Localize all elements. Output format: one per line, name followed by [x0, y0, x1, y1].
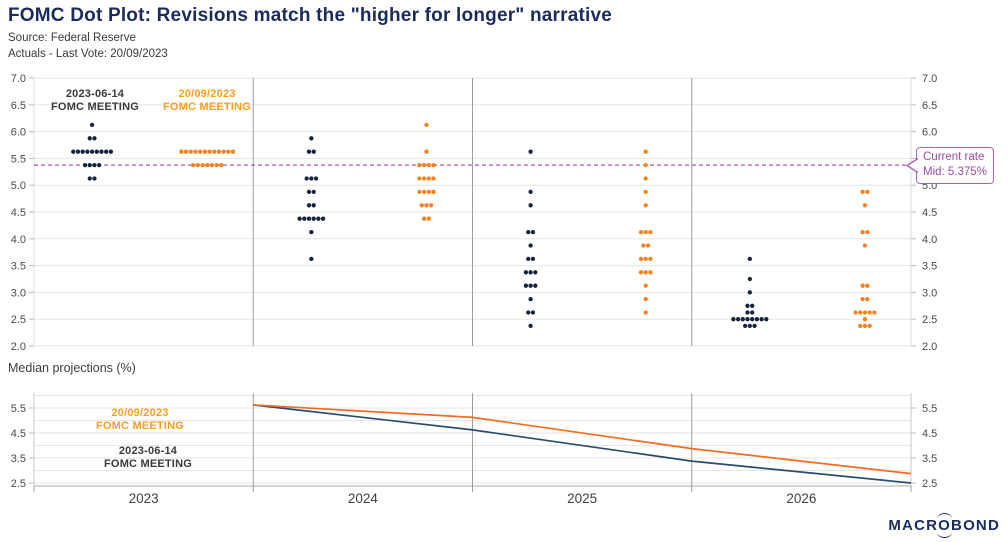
svg-text:2.5: 2.5 [11, 314, 26, 326]
svg-text:4.0: 4.0 [922, 234, 937, 246]
svg-text:4.5: 4.5 [11, 207, 26, 219]
svg-text:2026: 2026 [786, 491, 816, 506]
svg-text:5.5: 5.5 [922, 403, 937, 415]
current-rate-label: Current rate [923, 151, 985, 163]
svg-text:2025: 2025 [567, 491, 597, 506]
macrobond-logo: MACROBOND [888, 513, 1000, 538]
legend-sept-meeting: 20/09/2023 FOMC MEETING [96, 407, 184, 432]
annotation-sept-meeting: 20/09/2023 FOMC MEETING [163, 88, 251, 113]
svg-text:7.0: 7.0 [922, 73, 937, 85]
svg-text:5.5: 5.5 [11, 403, 26, 415]
svg-text:5.5: 5.5 [11, 153, 26, 165]
svg-text:6.5: 6.5 [11, 100, 26, 112]
svg-text:3.0: 3.0 [922, 287, 937, 299]
chart-source-block: Source: Federal Reserve Actuals - Last V… [8, 31, 168, 62]
svg-text:4.5: 4.5 [922, 207, 937, 219]
svg-text:5.0: 5.0 [11, 180, 26, 192]
svg-text:2023: 2023 [129, 491, 159, 506]
svg-text:3.5: 3.5 [11, 453, 26, 465]
svg-text:6.5: 6.5 [922, 100, 937, 112]
svg-text:3.5: 3.5 [922, 261, 937, 273]
svg-text:7.0: 7.0 [11, 73, 26, 85]
legend-june-meeting: 2023-06-14 FOMC MEETING [104, 445, 192, 470]
annotation-june-meeting: 2023-06-14 FOMC MEETING [51, 88, 139, 113]
svg-text:2.5: 2.5 [11, 478, 26, 490]
actuals-line: Actuals - Last Vote: 20/09/2023 [8, 47, 168, 60]
source-line: Source: Federal Reserve [8, 32, 136, 44]
svg-text:2.5: 2.5 [922, 478, 937, 490]
logo-o-icon: O [937, 513, 952, 538]
svg-text:2.0: 2.0 [11, 341, 26, 353]
svg-text:3.5: 3.5 [922, 453, 937, 465]
svg-text:3.0: 3.0 [11, 287, 26, 299]
svg-text:6.0: 6.0 [922, 127, 937, 139]
svg-text:4.0: 4.0 [11, 234, 26, 246]
chart-title: FOMC Dot Plot: Revisions match the "high… [8, 5, 613, 26]
svg-text:3.5: 3.5 [11, 261, 26, 273]
callout-pointer-icon [905, 157, 919, 174]
svg-text:6.0: 6.0 [11, 127, 26, 139]
svg-text:2024: 2024 [348, 491, 379, 506]
median-projections-chart: 5.5 5.5 4.5 4.5 3.5 3.5 2.5 2.5 2023 2024 2025 2026 [11, 393, 937, 506]
current-rate-callout: Current rate Mid: 5.375% [916, 147, 994, 184]
median-projections-title: Median projections (%) [8, 361, 136, 375]
svg-text:2.0: 2.0 [922, 341, 937, 353]
dot-plot-chart: 7.07.06.56.56.06.05.55.55.05.04.54.54.04… [11, 73, 938, 353]
svg-text:4.5: 4.5 [922, 428, 937, 440]
svg-text:4.5: 4.5 [11, 428, 26, 440]
svg-text:2.5: 2.5 [922, 314, 937, 326]
current-rate-value: Mid: 5.375% [923, 166, 987, 178]
